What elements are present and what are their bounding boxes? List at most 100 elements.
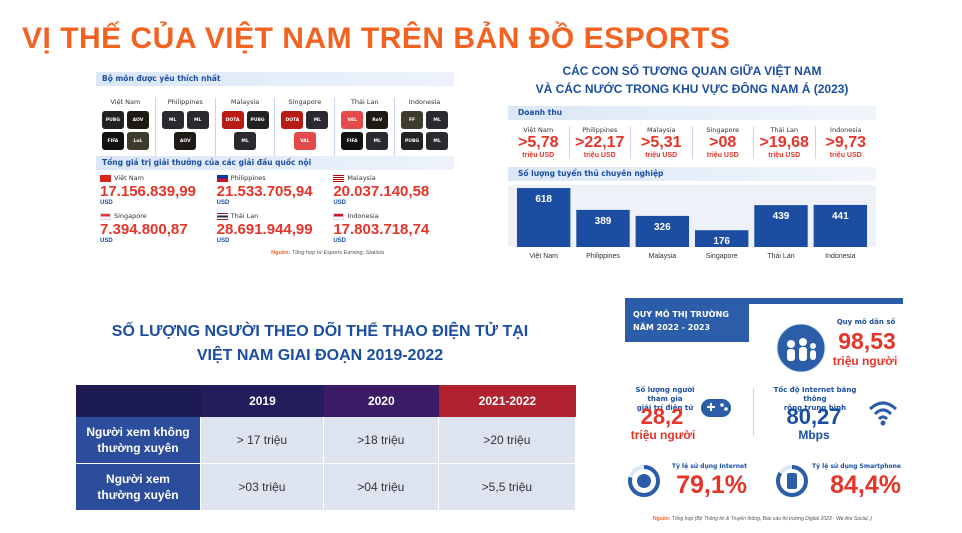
players-header: Số lượng tuyển thủ chuyên nghiệp bbox=[508, 167, 876, 181]
row-label-line1: Người xem bbox=[106, 472, 170, 486]
revenue-item: Philippines >22,17 triệu USD bbox=[570, 126, 631, 159]
prize-singapore: Singapore 7.394.800,87 USD bbox=[100, 212, 217, 244]
table-header: 2020 bbox=[323, 385, 439, 417]
prize-unit: USD bbox=[100, 200, 113, 206]
category-label: Việt Nam bbox=[529, 253, 558, 260]
aov-logo-icon: AOV bbox=[174, 132, 197, 150]
prize-philippines: Philippines 21.533.705,94 USD bbox=[216, 174, 334, 206]
prize-unit: USD bbox=[333, 238, 346, 244]
revenue-value: >5,78 bbox=[518, 134, 559, 151]
pubg-logo-icon: PUBG bbox=[101, 111, 124, 129]
internet-usage-label: Tỷ lệ sử dụng Internet bbox=[671, 463, 747, 470]
revenue-item: Malaysia >5,31 triệu USD bbox=[631, 126, 693, 159]
source-note: Nguồn: Tổng hợp từ Esports Earning, Stat… bbox=[96, 250, 454, 256]
table-cell: >18 triệu bbox=[323, 417, 439, 464]
mobile-legends-logo-icon: ML bbox=[186, 111, 209, 129]
market-size-panel: QUY MÔ THỊ TRƯỜNG NĂM 2022 - 2023 Quy mô… bbox=[625, 298, 903, 528]
row-label: Người xem thường xuyên bbox=[76, 464, 201, 511]
table-header: 2019 bbox=[201, 385, 324, 417]
games-country: Indonesia bbox=[408, 98, 441, 106]
games-col-malaysia: Malaysia DOTA PUBG ML bbox=[216, 98, 276, 156]
fifa-logo-icon: FIFA bbox=[101, 132, 124, 150]
table-cell: >04 triệu bbox=[323, 464, 439, 511]
market-source-label: Nguồn: bbox=[653, 516, 671, 522]
revenue-unit: triệu USD bbox=[829, 152, 862, 159]
revenue-country: Malaysia bbox=[647, 126, 676, 134]
internet-usage-gauge-icon bbox=[628, 465, 660, 497]
fifa-logo-icon: FIFA bbox=[341, 132, 364, 150]
category-label: Thái Lan bbox=[767, 253, 794, 260]
category-label: Malaysia bbox=[649, 253, 677, 260]
bar-value-label: 326 bbox=[654, 222, 671, 233]
games-country: Malaysia bbox=[230, 98, 260, 106]
games-header: Bộ môn được yêu thích nhất bbox=[96, 72, 454, 86]
bar bbox=[576, 209, 630, 247]
revenue-unit: triệu USD bbox=[522, 152, 555, 159]
market-header-line2: NĂM 2022 - 2023 bbox=[633, 323, 711, 332]
revenue-value: >9,73 bbox=[825, 134, 866, 151]
games-col-singapore: Singapore DOTA ML VAL bbox=[275, 98, 336, 156]
internet-speed-label-line2: rộng trung bình bbox=[783, 404, 847, 412]
prize-vietnam: Việt Nam 17.156.839,99 USD bbox=[100, 174, 217, 206]
revenue-unit: triệu USD bbox=[645, 152, 678, 159]
games-col-philippines: Philippines ML ML AOV bbox=[156, 98, 216, 156]
internet-speed-unit: Mbps bbox=[798, 428, 830, 442]
smartphone-usage-value: 84,4% bbox=[830, 471, 901, 499]
market-header-line1: QUY MÔ THỊ TRƯỜNG bbox=[633, 310, 729, 319]
population-label: Quy mô dân số bbox=[836, 318, 896, 326]
revenue-item: Việt Nam >5,78 triệu USD bbox=[508, 126, 570, 159]
revenue-item: Singapore >08 triệu USD bbox=[693, 126, 754, 159]
prize-indonesia: Indonesia 17.803.718,74 USD bbox=[333, 212, 450, 244]
prize-value: 21.533.705,94 bbox=[216, 183, 313, 200]
table-cell: >20 triệu bbox=[438, 417, 576, 464]
revenue-unit: triệu USD bbox=[768, 152, 801, 159]
mobile-legends-logo-icon: ML bbox=[426, 132, 449, 150]
rov-logo-icon: RoV bbox=[366, 111, 389, 129]
viewers-title: SỐ LƯỢNG NGƯỜI THEO DÕI THỂ THAO ĐIỆN TỬ… bbox=[80, 320, 560, 368]
prize-country: Indonesia bbox=[347, 212, 379, 220]
games-col-indonesia: Indonesia FF ML PUBG ML bbox=[395, 98, 454, 156]
prize-country: Philippines bbox=[230, 174, 266, 182]
comparison-title-line1: CÁC CON SỐ TƯƠNG QUAN GIỮA VIỆT NAM bbox=[562, 64, 822, 78]
bar bbox=[516, 188, 571, 247]
prize-value: 28.691.944,99 bbox=[216, 221, 313, 238]
revenue-header: Doanh thu bbox=[508, 106, 876, 120]
page-title: VỊ THẾ CỦA VIỆT NAM TRÊN BẢN ĐỒ ESPORTS bbox=[22, 22, 731, 55]
bar-value-label: 439 bbox=[773, 211, 790, 222]
prize-country: Thái Lan bbox=[230, 212, 259, 220]
prize-thailand: Thái Lan 28.691.944,99 USD bbox=[216, 212, 334, 244]
revenue-row: Việt Nam >5,78 triệu USD Philippines >22,17… bbox=[508, 126, 876, 159]
prize-header: Tổng giá trị giải thưởng của các giải đấ… bbox=[96, 156, 454, 170]
population-globe-icon bbox=[776, 323, 826, 373]
bar bbox=[694, 230, 749, 247]
prize-country: Malaysia bbox=[347, 174, 376, 182]
revenue-unit: triệu USD bbox=[706, 152, 739, 159]
philippines-flag-icon bbox=[216, 174, 228, 182]
row-label-line2: thường xuyên bbox=[97, 488, 179, 502]
lol-logo-icon: LoL bbox=[126, 132, 149, 150]
smartphone-usage-gauge-icon bbox=[776, 465, 808, 497]
table-header: 2021-2022 bbox=[438, 385, 576, 417]
bar bbox=[754, 205, 808, 247]
population-unit: triệu người bbox=[832, 354, 898, 368]
esports-players-unit: triệu người bbox=[630, 428, 696, 442]
source-text: Tổng hợp từ Esports Earning, Statista bbox=[291, 250, 384, 256]
revenue-value: >22,17 bbox=[575, 134, 625, 151]
bar-value-label: 618 bbox=[535, 194, 552, 205]
regional-comparison-panel: CÁC CON SỐ TƯƠNG QUAN GIỮA VIỆT NAM VÀ C… bbox=[508, 62, 876, 288]
games-country: Thái Lan bbox=[350, 98, 379, 106]
revenue-unit: triệu USD bbox=[583, 152, 616, 159]
table-row: Người xem thường xuyên >03 triệu >04 triệ… bbox=[76, 464, 576, 511]
divider bbox=[753, 388, 754, 436]
mobile-legends-logo-icon: ML bbox=[306, 111, 329, 129]
category-label: Singapore bbox=[706, 253, 738, 260]
pubg-logo-icon: PUBG bbox=[401, 132, 424, 150]
prize-country: Singapore bbox=[114, 212, 147, 220]
vietnam-flag-icon bbox=[100, 174, 111, 182]
prize-country: Việt Nam bbox=[114, 174, 144, 182]
revenue-value: >5,31 bbox=[641, 134, 682, 151]
players-bar-chart: 618 Việt Nam 389 Philippines 326 Malaysia 176 S… bbox=[508, 185, 876, 260]
row-label-line2: thường xuyên bbox=[97, 441, 179, 455]
prize-unit: USD bbox=[333, 200, 346, 206]
revenue-country: Việt Nam bbox=[523, 126, 554, 134]
